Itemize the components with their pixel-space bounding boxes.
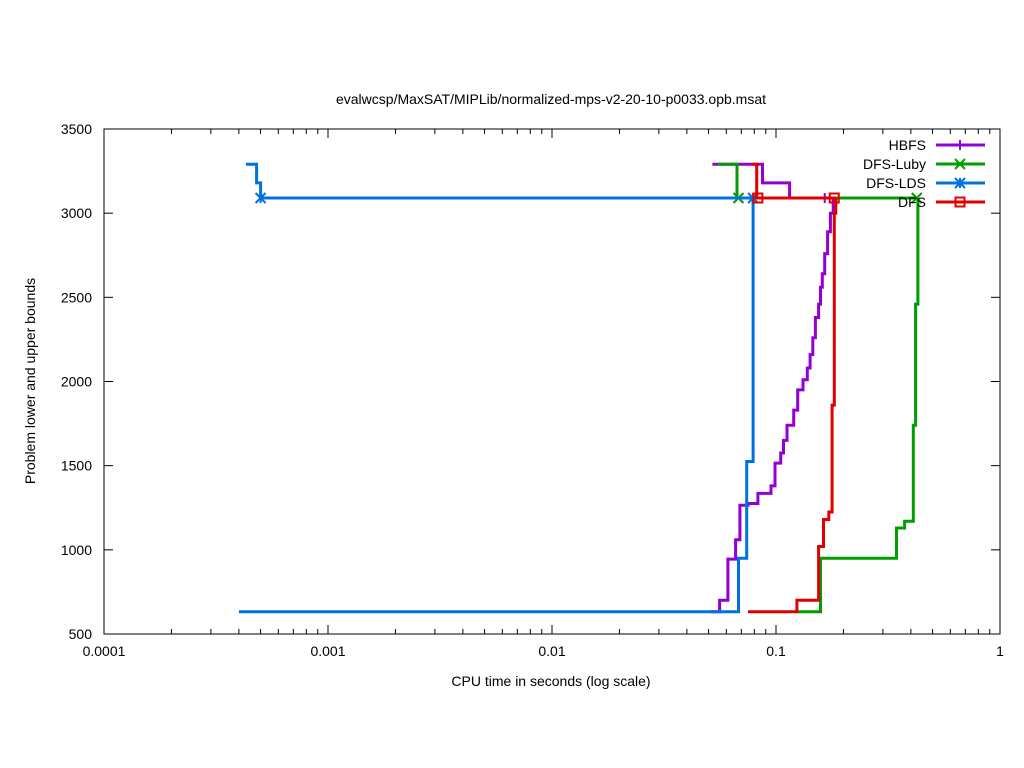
y-tick-label: 2500 (61, 289, 92, 305)
legend-dfs-luby-marker (954, 158, 966, 170)
ticks: 0.0001 0.001 0.01 0.1 1500100015002000250030… (61, 121, 1004, 659)
legend-label-dfs-luby: DFS-Luby (863, 156, 926, 172)
legend-dfs-marker (954, 196, 966, 208)
chart-title: evalwcsp/MaxSAT/MIPLib/normalized-mps-v2… (336, 91, 766, 107)
x-tick-label: 0.0001 (83, 643, 126, 659)
x-tick-label: 0.001 (310, 643, 345, 659)
dfs-lds-upper-bound-line (245, 162, 754, 200)
dfs-marker (828, 192, 840, 204)
legend-entry-dfs-lds: DFS-LDS (866, 175, 985, 191)
legend-label-dfs-lds: DFS-LDS (866, 175, 926, 191)
legend-entry-hbfs: HBFS (889, 137, 985, 153)
dfs-lds-lower-bound-line (238, 198, 755, 614)
dfs-lds-marker (254, 192, 267, 204)
dfs-lower-bound-line (748, 198, 838, 614)
y-tick-label: 1500 (61, 458, 92, 474)
dfs-upper-bound-line (751, 162, 836, 200)
series-dfs (748, 162, 840, 614)
y-tick-label: 2000 (61, 374, 92, 390)
legend-label-dfs: DFS (898, 194, 926, 210)
legend: HBFS DFS-Luby DFS-LDS DFS (863, 137, 985, 210)
legend-entry-dfs: DFS (898, 194, 985, 210)
x-tick-label: 0.01 (538, 643, 565, 659)
plot-frame (103, 128, 1001, 635)
y-axis-label: Problem lower and upper bounds (22, 278, 38, 484)
x-tick-label: 0.1 (766, 643, 786, 659)
legend-dfs-lds-marker (954, 177, 966, 189)
y-tick-label: 1000 (61, 542, 92, 558)
series-layer (238, 162, 923, 614)
legend-hbfs-marker (955, 140, 965, 150)
dfs-luby-lower-bound-line (797, 198, 920, 614)
y-tick-label: 3000 (61, 205, 92, 221)
legend-entry-dfs-luby: DFS-Luby (863, 156, 985, 172)
legend-label-hbfs: HBFS (889, 137, 926, 153)
hbfs-lower-bound-line (710, 198, 835, 614)
dfs-luby-marker (911, 192, 923, 204)
x-tick-label: 1 (996, 643, 1004, 659)
dfs-marker (752, 192, 764, 204)
x-axis-label: CPU time in seconds (log scale) (451, 673, 650, 689)
y-tick-label: 3500 (61, 121, 92, 137)
y-tick-label: 500 (69, 626, 93, 642)
